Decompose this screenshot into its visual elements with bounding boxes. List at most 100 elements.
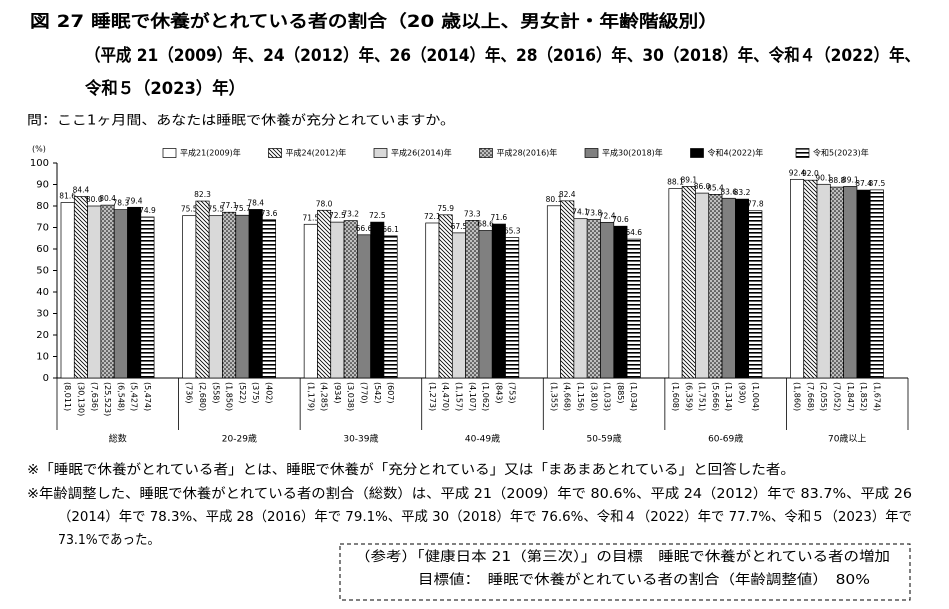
y-tick-label: 90 [36,180,49,191]
sample-size: (1,852) [859,382,868,411]
value-label: 83.2 [734,188,751,197]
legend-label: 平成30(2018)年 [602,148,663,158]
reference: 目標値： 睡眠で休養がとれている者の割合（年齢調整値） 80% [418,571,870,588]
bar [303,223,318,379]
bar [829,186,844,379]
bar [140,216,155,379]
legend-swatch [373,148,388,158]
x-tick-label: 50-59歳 [586,433,621,445]
sample-size: (1,847) [846,382,855,411]
bar [451,232,466,379]
bar [560,200,575,379]
sample-size: (1,314) [724,382,733,411]
value-label: 88.8 [829,176,846,185]
bar [478,230,493,379]
value-label: 75.5 [207,205,224,214]
legend-swatch [268,148,282,158]
sample-size: (843) [494,382,503,404]
value-label: 72.5 [329,211,346,220]
sample-size: (3,038) [346,382,355,411]
value-label: 90.1 [815,173,832,182]
bar [370,221,385,379]
sample-size: (1,860) [793,382,802,411]
value-label: 88.1 [667,178,684,187]
bar [330,221,345,379]
value-label: 71.6 [491,213,508,222]
value-label: 83.6 [720,187,737,196]
sample-size: (770) [359,382,368,404]
note: ※「睡眠で休養がとれている者」とは、睡眠で休養が「充分とれている」又は「まあまあ… [27,461,795,478]
sample-size: (1,850) [225,382,234,411]
value-label: 89.1 [842,175,859,184]
value-label: 64.6 [625,228,642,237]
value-label: 75.7 [234,204,251,213]
sample-size: (375) [251,382,260,404]
note: （2014）年で 78.3%、平成 28（2016）年で 79.1%、平成 30… [58,509,912,525]
value-label: 73.6 [261,209,278,218]
sample-size: (6,548) [116,382,125,411]
y-tick-label: 20 [36,330,49,341]
reference: （参考）「健康日本 21（第三次）」の目標 睡眠で休養がとれている者の増加 [355,548,890,565]
legend-swatch [162,148,177,158]
legend-label: 令和5(2023)年 [813,148,869,158]
bar [505,237,520,379]
bar [60,202,75,379]
sample-size: (1,179) [306,382,315,411]
sample-size: (8,011) [63,382,72,411]
bar [262,219,277,379]
sample-size: (1,062) [481,382,490,411]
y-axis-label: (%) [32,145,46,154]
sample-size: (885) [616,382,625,404]
sample-size: (1,033) [603,382,612,411]
x-tick-label: 総数 [109,433,127,445]
bar [695,192,710,379]
bar [790,178,805,379]
y-tick-label: 60 [36,244,49,255]
chart-title: 図 27 睡眠で休養がとれている者の割合（20 歳以上、男女計・年齢階級別） [30,11,718,32]
value-label: 78.0 [316,199,333,208]
x-tick-label: 60-69歳 [708,433,743,445]
sample-size: (736) [185,382,194,404]
bar [383,235,398,379]
legend-label: 令和4(2022)年 [708,148,764,158]
sample-size: (4,285) [320,382,329,411]
sample-size: (934) [333,382,342,404]
sample-size: (1,156) [576,382,585,411]
legend-label: 平成28(2016)年 [497,148,558,158]
value-label: 73.3 [464,209,481,218]
value-label: 81.6 [59,192,76,201]
bar [626,238,641,379]
value-label: 77.1 [221,201,238,210]
bar [438,214,453,379]
legend-label: 平成26(2014)年 [391,148,452,158]
sample-size: (2,680) [198,382,207,411]
sample-size: (1,674) [872,382,881,411]
sample-size: (7,052) [832,382,841,411]
bar [113,209,128,379]
sample-size: (1,355) [549,382,558,411]
sample-size: (4,668) [563,382,572,411]
legend-label: 平成21(2009)年 [180,148,241,158]
sample-size: (1,608) [671,382,680,411]
bar [803,179,818,379]
legend-swatch [690,148,704,158]
bar [748,210,763,379]
value-label: 86.0 [694,182,711,191]
sample-size: (1,004) [751,382,760,411]
y-tick-label: 40 [36,287,49,298]
value-label: 67.5 [451,222,468,231]
value-label: 82.4 [559,190,576,199]
bar [491,223,506,379]
value-label: 73.8 [585,208,602,217]
value-label: 89.1 [680,175,697,184]
sample-size: (753) [508,382,517,404]
bar [317,209,332,379]
sample-size: (5,666) [711,382,720,411]
bar [182,215,197,379]
sample-size: (558) [211,382,220,404]
x-tick-label: 20-29歳 [222,433,257,445]
value-label: 84.4 [73,186,90,195]
sample-size: (30,130) [76,382,85,416]
value-label: 77.8 [747,200,764,209]
